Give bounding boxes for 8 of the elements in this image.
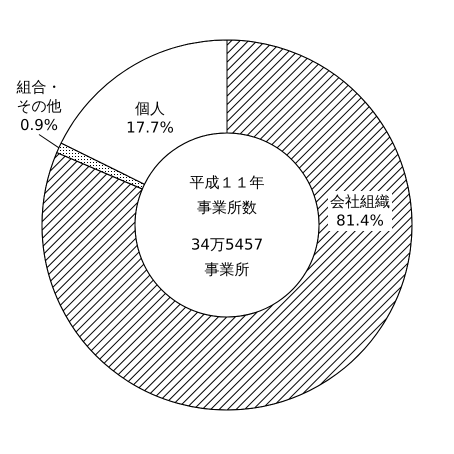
data-label: 0.9% xyxy=(20,116,58,134)
data-label: 81.4% xyxy=(336,212,384,230)
slice-label: 個人 xyxy=(135,100,165,118)
data-label: 17.7% xyxy=(126,118,174,136)
slice-label: 会社組織 xyxy=(330,192,390,210)
text: 平成１１年事業所数 xyxy=(190,174,264,216)
slice-label: 組合・その他 xyxy=(16,78,62,115)
text: 34万5457事業所 xyxy=(190,236,264,278)
